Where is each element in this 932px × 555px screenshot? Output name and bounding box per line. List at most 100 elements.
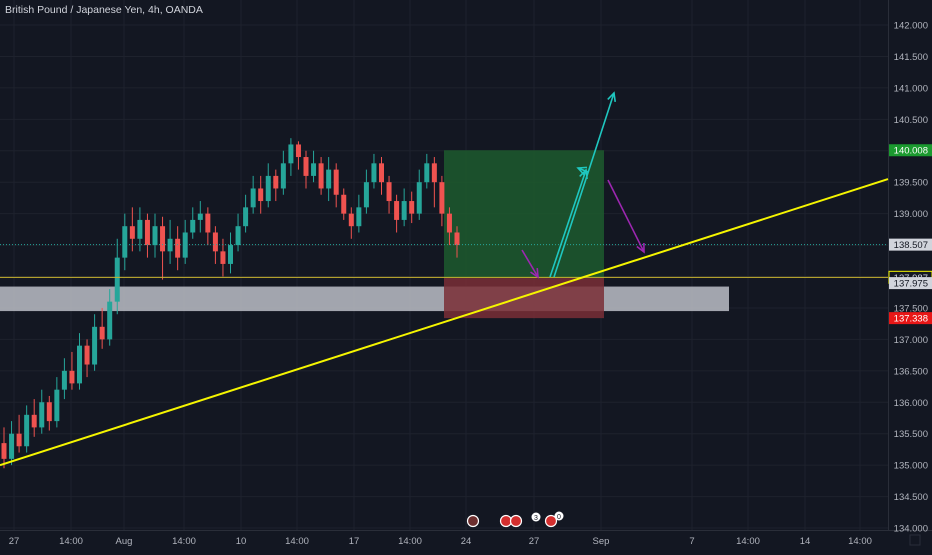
event-count-text: 0: [557, 514, 561, 521]
current-tag-bg: [889, 238, 932, 251]
time-tick-label: 14:00: [172, 536, 196, 547]
candle-body: [54, 389, 60, 422]
candle-body: [175, 238, 181, 258]
stop-zone[interactable]: [444, 278, 604, 319]
chart-title: British Pound / Japanese Yen, 4h, OANDA: [5, 4, 203, 16]
up-arrow-1-tip-head: [576, 166, 588, 176]
candle-body: [160, 226, 166, 252]
price-tick-label: 134.500: [894, 492, 928, 503]
down-arrow-right-head: [636, 242, 645, 254]
candle-body: [409, 201, 415, 214]
candle-body: [114, 257, 120, 302]
candle-body: [92, 326, 98, 365]
candle-body: [107, 301, 113, 340]
candle-body: [341, 194, 347, 214]
candle-body: [84, 345, 90, 365]
candle-body: [250, 188, 256, 208]
candle-body: [77, 345, 82, 384]
candle-body: [205, 213, 211, 233]
candle-body: [386, 182, 392, 202]
candle-body: [122, 226, 128, 258]
candle-body: [212, 232, 218, 252]
candle-body: [235, 226, 241, 246]
down-arrow-small[interactable]: [521, 249, 539, 278]
candle-body: [446, 213, 452, 233]
down-arrow-right[interactable]: [607, 179, 645, 253]
up-arrow-1[interactable]: [549, 169, 587, 278]
candle-body: [167, 238, 173, 252]
candle-body: [182, 232, 188, 258]
candle-body: [220, 251, 226, 264]
trendline[interactable]: [0, 178, 889, 467]
candle-body: [1, 443, 7, 459]
candle-body: [129, 226, 135, 239]
earnings-event-icon[interactable]: [544, 514, 558, 528]
down-arrow-small-head: [530, 267, 539, 279]
price-tick-label: 137.000: [894, 335, 928, 346]
flag-event-icon[interactable]: [466, 514, 480, 528]
candle-body: [197, 213, 203, 220]
time-tick-label: 27: [9, 536, 20, 547]
candle-body: [318, 163, 324, 189]
candle-body: [356, 207, 362, 227]
time-tick-label: 14:00: [736, 536, 760, 547]
candle-body: [333, 169, 339, 195]
candle-body: [24, 414, 30, 447]
candle-body: [69, 370, 75, 384]
time-tick-label: 24: [461, 536, 472, 547]
candle-body: [348, 213, 354, 227]
earnings-event-icon[interactable]: [509, 514, 523, 528]
candle-body: [394, 201, 400, 220]
candle-body: [137, 219, 143, 239]
candle-body: [416, 182, 422, 214]
time-tick-label: Aug: [116, 536, 133, 547]
time-tick-label: 14:00: [848, 536, 872, 547]
up-arrow-2[interactable]: [553, 92, 615, 278]
price-tick-label: 134.000: [894, 524, 928, 535]
candle-body: [9, 433, 15, 459]
candle-body: [16, 433, 22, 447]
candle-body: [439, 182, 445, 214]
price-tick-label: 142.000: [894, 21, 928, 32]
candle-body: [243, 207, 249, 227]
candle-body: [326, 169, 332, 189]
candle-body: [280, 163, 286, 189]
candle-body: [61, 370, 67, 390]
time-tick-label: 14:00: [398, 536, 422, 547]
target-tag-bg: [889, 144, 932, 157]
earnings-event-icon[interactable]: [499, 514, 513, 528]
candle-body: [311, 163, 317, 176]
candle-body: [288, 144, 294, 164]
candle-body: [363, 182, 369, 208]
time-tick-label: 27: [529, 536, 540, 547]
settings-square-icon[interactable]: [909, 534, 921, 546]
candle-body: [39, 402, 45, 428]
price-tick-label: 139.500: [894, 178, 928, 189]
time-tick-label: 14:00: [59, 536, 83, 547]
stop-price-tag: 137.338: [894, 314, 928, 325]
price-tick-label: 141.500: [894, 52, 928, 63]
price-tick-label: 135.500: [894, 429, 928, 440]
candle-body: [295, 144, 301, 158]
price-tick-label: 141.000: [894, 83, 928, 94]
candle-body: [371, 163, 377, 183]
event-count-badge: [554, 511, 564, 521]
candle-body: [46, 402, 52, 422]
target-zone[interactable]: [444, 150, 604, 279]
time-tick-label: 17: [349, 536, 360, 547]
price-tick-label: 136.500: [894, 366, 928, 377]
event-count-text: 3: [534, 515, 538, 522]
support-zone[interactable]: [0, 286, 729, 312]
price-tick-label: 137.500: [894, 303, 928, 314]
price-tick-label: 136.000: [894, 398, 928, 409]
up-arrow-2-head: [607, 91, 617, 103]
target-price-tag: 140.008: [894, 146, 928, 157]
candle-body: [265, 175, 271, 202]
time-tick-label: 7: [689, 536, 694, 547]
candle-body: [152, 226, 158, 246]
candle-body: [228, 245, 233, 264]
stop-tag-bg: [889, 312, 932, 325]
candle-body: [31, 414, 37, 428]
